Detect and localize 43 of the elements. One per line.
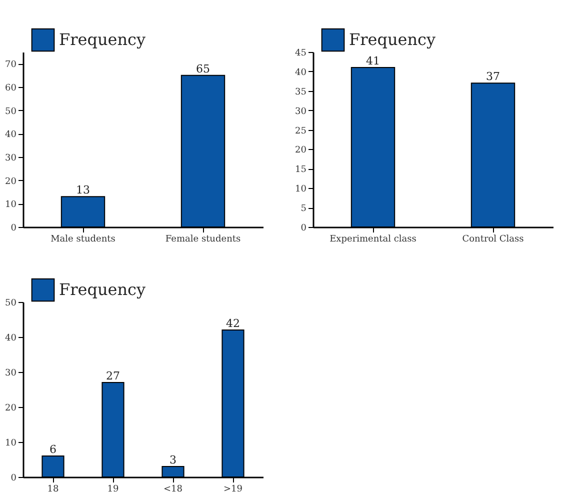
legend-label: Frequency	[349, 30, 436, 49]
x-tick-label: >19	[224, 484, 243, 494]
y-tick-label: 20	[295, 146, 307, 156]
y-tick-label: 50	[5, 298, 17, 308]
x-tick-label: Male students	[50, 234, 116, 244]
data-label: 37	[486, 70, 500, 84]
y-tick-label: 30	[5, 154, 17, 164]
y-tick-label: 30	[295, 106, 307, 117]
y-tick-label: 0	[10, 224, 17, 234]
y-tick-label: 10	[5, 438, 17, 448]
y-tick-label: 40	[295, 68, 307, 78]
y-tick-label: 40	[5, 130, 17, 140]
y-tick-label: 45	[295, 48, 307, 58]
data-label: 3	[170, 454, 176, 466]
x-tick-label: Experimental class	[330, 234, 417, 244]
y-tick-label: 25	[295, 126, 307, 136]
y-tick-label: 60	[5, 84, 17, 94]
data-label: 6	[50, 443, 56, 456]
data-label: 27	[106, 370, 120, 382]
legend-label: Frequency	[59, 280, 146, 299]
data-label: 42	[226, 317, 240, 330]
x-tick-label: 19	[107, 484, 119, 494]
data-label: 41	[366, 54, 380, 68]
y-tick-label: 50	[5, 106, 17, 117]
legend-label: Frequency	[59, 30, 146, 49]
data-label: 13	[76, 184, 90, 197]
y-tick-label: 30	[5, 368, 17, 378]
x-tick-label: Control Class	[462, 234, 524, 244]
y-tick-label: 70	[5, 60, 17, 70]
data-label: 65	[196, 62, 210, 76]
y-tick-label: 10	[5, 200, 17, 210]
x-tick-label: Female students	[165, 234, 241, 244]
y-tick-label: 10	[295, 184, 307, 195]
x-tick-label: <18	[164, 484, 183, 494]
y-tick-label: 40	[5, 334, 17, 344]
y-tick-label: 35	[295, 87, 307, 98]
x-tick-label: 18	[47, 484, 59, 494]
y-tick-label: 20	[5, 176, 17, 187]
y-tick-label: 0	[10, 474, 17, 484]
y-tick-label: 5	[300, 204, 307, 214]
y-tick-label: 15	[295, 165, 307, 176]
y-tick-label: 20	[5, 404, 17, 414]
y-tick-label: 0	[300, 224, 307, 234]
